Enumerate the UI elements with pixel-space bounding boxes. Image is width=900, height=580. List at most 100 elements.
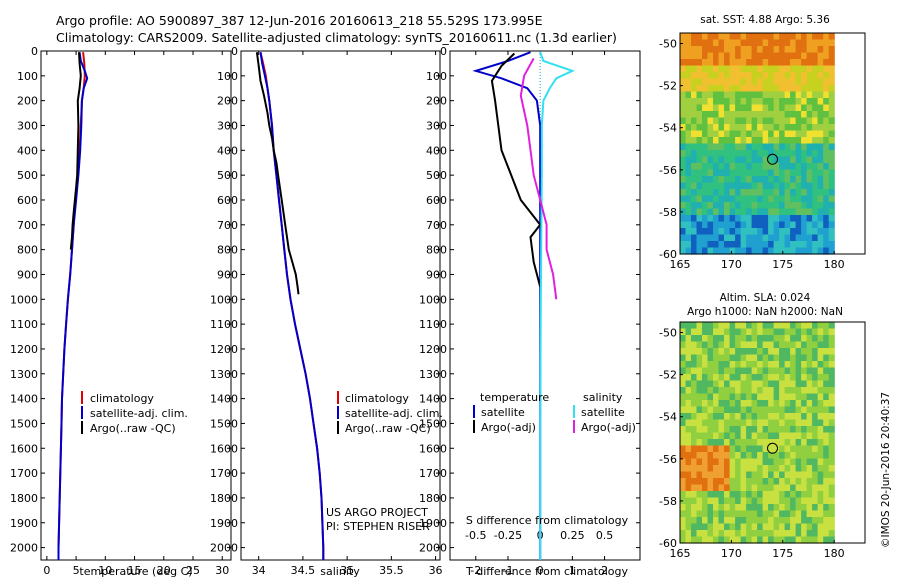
map-cell (828, 523, 835, 531)
map-cell (729, 234, 736, 242)
map-cell (801, 484, 808, 492)
map-cell (691, 91, 698, 99)
map-cell (817, 393, 824, 401)
map-cell (751, 111, 758, 119)
map-cell (685, 523, 692, 531)
ytick-label: 400 (217, 144, 238, 157)
map-cell (680, 445, 687, 453)
map-cell (680, 419, 687, 427)
map-cell (773, 189, 780, 197)
map-cell (724, 85, 731, 93)
map-cell (746, 374, 753, 382)
xtick-label: 2 (601, 564, 608, 577)
map-cell (812, 413, 819, 421)
ytick-label: 1900 (10, 517, 38, 530)
map-cell (812, 341, 819, 349)
map-cell (707, 341, 714, 349)
map-cell (696, 137, 703, 145)
map-cell (696, 234, 703, 242)
map-cell (718, 65, 725, 73)
map-cell (779, 380, 786, 388)
map-cell (729, 189, 736, 197)
map-cell (784, 335, 791, 343)
map-cell (828, 432, 835, 440)
map-cell (795, 374, 802, 382)
map-cell (751, 124, 758, 132)
map-cell (762, 98, 769, 106)
map-cell (702, 530, 709, 538)
map-cell (691, 348, 698, 356)
map-cell (773, 432, 780, 440)
map-cell (740, 439, 747, 447)
map-cell (779, 400, 786, 408)
map-cell (823, 517, 830, 525)
map-cell (713, 348, 720, 356)
map-cell (707, 354, 714, 362)
map-cell (729, 59, 736, 67)
map-cell (685, 221, 692, 229)
map-cell (801, 137, 808, 145)
map-cell (685, 400, 692, 408)
map-cell (729, 491, 736, 499)
map-cell (762, 228, 769, 236)
map-cell (680, 156, 687, 164)
map-cell (746, 419, 753, 427)
map-cell (795, 117, 802, 125)
map-cell (680, 406, 687, 414)
map-cell (779, 387, 786, 395)
map-cell (680, 478, 687, 486)
map-cell (735, 497, 742, 505)
map-cell (696, 413, 703, 421)
map-cell (773, 65, 780, 73)
map-cell (806, 241, 813, 249)
map-cell (823, 78, 830, 86)
map-cell (680, 374, 687, 382)
map-cell (691, 471, 698, 479)
ytick-label: 2000 (419, 542, 447, 555)
map-cell (707, 439, 714, 447)
map-cell (746, 143, 753, 151)
map-cell (784, 150, 791, 158)
map-cell (702, 247, 709, 255)
map-cell (685, 478, 692, 486)
map-cell (762, 484, 769, 492)
map-cell (746, 98, 753, 106)
map-cell (713, 361, 720, 369)
map-cell (718, 387, 725, 395)
map-cell (751, 208, 758, 216)
map-cell (718, 221, 725, 229)
map-cell (696, 169, 703, 177)
map-cell (817, 182, 824, 190)
map-cell (685, 517, 692, 525)
map-cell (828, 124, 835, 132)
map-cell (768, 471, 775, 479)
map-cell (828, 176, 835, 184)
map-cell (740, 445, 747, 453)
map-cell (762, 328, 769, 336)
map-cell (823, 150, 830, 158)
map-cell (784, 182, 791, 190)
map-ytick-label: -58 (659, 495, 677, 508)
map-cell (784, 465, 791, 473)
map-cell (790, 387, 797, 395)
map-cell (795, 156, 802, 164)
map-cell (691, 156, 698, 164)
map-cell (795, 189, 802, 197)
map-cell (801, 228, 808, 236)
map-cell (817, 39, 824, 47)
map-cell (713, 523, 720, 531)
map-cell (779, 215, 786, 223)
map-cell (751, 182, 758, 190)
map-cell (762, 387, 769, 395)
map-cell (768, 432, 775, 440)
map-cell (795, 111, 802, 119)
map-cell (773, 426, 780, 434)
map-cell (762, 156, 769, 164)
map-cell (751, 380, 758, 388)
map-cell (823, 176, 830, 184)
map-cell (795, 348, 802, 356)
map-cell (691, 228, 698, 236)
map-cell (773, 202, 780, 210)
map-cell (828, 380, 835, 388)
map-cell (724, 393, 731, 401)
